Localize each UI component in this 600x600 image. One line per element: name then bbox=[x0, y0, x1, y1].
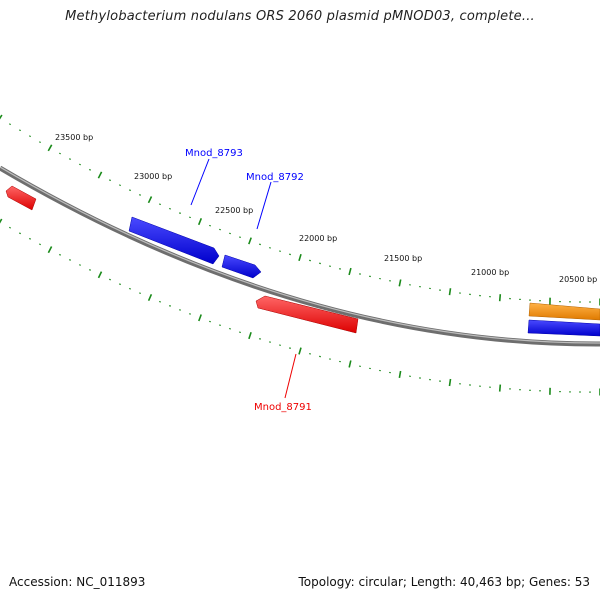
gene-mnod-8793[interactable] bbox=[128, 216, 220, 265]
minor-tick bbox=[108, 179, 112, 182]
minor-tick bbox=[39, 243, 41, 246]
minor-tick bbox=[108, 278, 112, 281]
major-tick bbox=[197, 218, 203, 226]
major-tick bbox=[498, 294, 502, 302]
minor-tick bbox=[128, 189, 132, 192]
major-tick bbox=[498, 384, 502, 392]
major-tick bbox=[47, 246, 53, 254]
minor-tick bbox=[18, 232, 22, 235]
topology-info: Topology: circular; bbox=[298, 575, 407, 589]
bp-label-23000: 23000 bp bbox=[134, 172, 172, 181]
plasmid-backbone bbox=[0, 165, 600, 347]
minor-tick bbox=[79, 264, 81, 266]
accession-info: Accession: NC_011893 bbox=[9, 575, 146, 589]
minor-tick bbox=[58, 253, 62, 256]
major-tick bbox=[348, 360, 352, 368]
gene-count-info: Genes: 53 bbox=[528, 575, 590, 589]
major-tick bbox=[448, 288, 452, 296]
minor-tick bbox=[9, 123, 11, 126]
major-tick bbox=[248, 237, 252, 245]
minor-tick bbox=[9, 226, 11, 229]
gene-label-mnod-8793[interactable]: Mnod_8793 bbox=[185, 148, 243, 159]
label-line-mnod-8791 bbox=[284, 353, 297, 399]
major-tick bbox=[248, 332, 252, 340]
gene-unlabeled-left[interactable] bbox=[5, 185, 37, 211]
gene-unlabeled-orange[interactable] bbox=[528, 302, 600, 321]
minor-tick bbox=[39, 141, 41, 144]
map-title: Methylobacterium nodulans ORS 2060 plasm… bbox=[65, 9, 535, 24]
major-tick bbox=[0, 218, 3, 224]
minor-tick bbox=[118, 283, 122, 286]
minor-tick bbox=[29, 135, 31, 138]
outer-tick-ring bbox=[0, 114, 600, 306]
major-tick bbox=[398, 370, 402, 379]
major-tick bbox=[97, 171, 103, 179]
minor-tick bbox=[59, 152, 61, 155]
genome-summary: Topology: circular; Length: 40,463 bp; G… bbox=[299, 575, 591, 589]
major-tick bbox=[147, 196, 153, 204]
gene-label-mnod-8791[interactable]: Mnod_8791 bbox=[254, 402, 312, 413]
minor-tick bbox=[68, 158, 72, 160]
major-tick bbox=[348, 267, 352, 276]
gene-label-mnod-8792[interactable]: Mnod_8792 bbox=[246, 172, 304, 183]
minor-tick bbox=[138, 194, 142, 196]
minor-tick bbox=[88, 269, 92, 271]
major-tick bbox=[97, 271, 103, 279]
major-tick bbox=[298, 347, 302, 355]
minor-tick bbox=[79, 163, 81, 166]
bp-label-20500: 20500 bp bbox=[559, 275, 597, 284]
minor-tick bbox=[88, 168, 92, 171]
bp-label-22000: 22000 bp bbox=[299, 234, 337, 243]
inner-tick-ring bbox=[0, 218, 600, 396]
major-tick bbox=[147, 293, 153, 302]
minor-tick bbox=[28, 237, 32, 240]
bp-label-21000: 21000 bp bbox=[471, 268, 509, 277]
major-tick bbox=[398, 279, 402, 287]
label-line-mnod-8792 bbox=[256, 181, 272, 230]
length-info: Length: 40,463 bp; bbox=[410, 575, 526, 589]
bp-label-22500: 22500 bp bbox=[215, 206, 253, 215]
minor-tick bbox=[119, 184, 121, 187]
major-tick bbox=[298, 253, 302, 262]
label-line-mnod-8793 bbox=[190, 158, 210, 206]
gene-mnod-8791[interactable] bbox=[255, 295, 359, 334]
bp-label-21500: 21500 bp bbox=[384, 254, 422, 263]
major-tick bbox=[198, 314, 202, 322]
major-tick bbox=[448, 378, 452, 387]
bp-label-23500: 23500 bp bbox=[55, 133, 93, 142]
gene-mnod-8792[interactable] bbox=[221, 254, 262, 279]
minor-tick bbox=[68, 259, 72, 261]
minor-tick bbox=[18, 129, 22, 132]
major-tick bbox=[0, 114, 3, 120]
major-tick bbox=[47, 144, 53, 152]
gene-unlabeled-blue-right[interactable] bbox=[527, 319, 600, 337]
